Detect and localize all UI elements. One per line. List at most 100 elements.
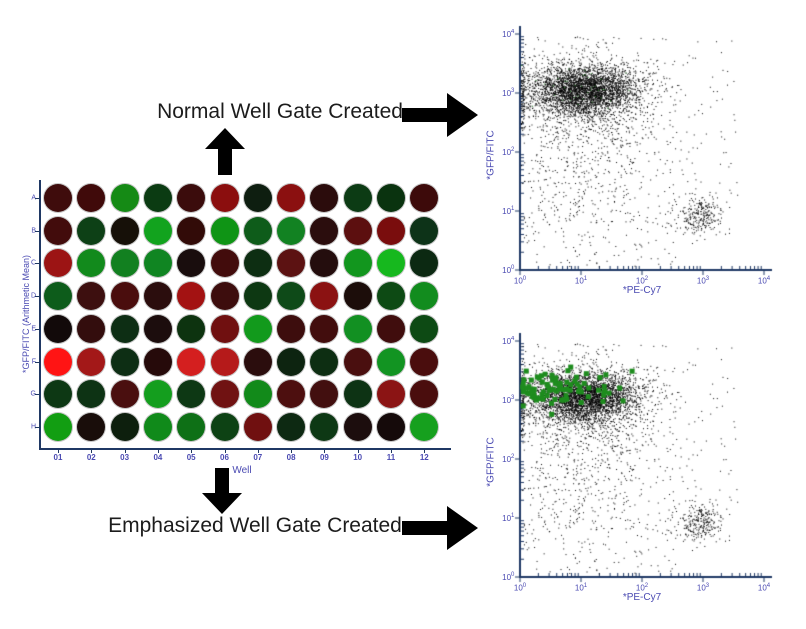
- x-tick-10e4: 104: [757, 583, 771, 593]
- x-tick-10e2: 102: [635, 276, 649, 286]
- well-G12: [410, 380, 439, 409]
- plate-col-label-08: 08: [286, 453, 296, 462]
- plate-col-tick-07: [257, 448, 259, 453]
- well-A05: [177, 184, 206, 212]
- plate-col-tick-09: [324, 448, 326, 453]
- y-tick-10e0: 100: [502, 572, 515, 582]
- well-F11: [377, 347, 405, 376]
- y-tick-10e4: 104: [502, 336, 515, 346]
- well-G05: [177, 380, 206, 409]
- well-B08: [277, 216, 306, 245]
- well-B02: [77, 216, 106, 245]
- plate-col-tick-02: [91, 448, 93, 453]
- well-A01: [44, 184, 72, 212]
- well-A11: [377, 184, 405, 212]
- plate-col-tick-01: [58, 448, 59, 453]
- well-F12: [410, 347, 439, 376]
- well-E04: [143, 314, 172, 343]
- right-arrow-bottom: [402, 506, 478, 550]
- well-H12: [410, 412, 439, 441]
- well-A10: [343, 184, 372, 212]
- well-D07: [243, 282, 272, 311]
- x-tick-10e2: 102: [635, 583, 649, 593]
- well-plate-panel: *GFP/FITC (Arithmetic Mean) A B C D E F G H 01 02…: [18, 178, 478, 478]
- x-tick-10e0: 100: [513, 276, 527, 286]
- plate-row-tick-D: [35, 296, 39, 298]
- y-tick-10e3: 103: [502, 395, 515, 405]
- right-arrow-bottom-shape: [402, 506, 478, 550]
- plate-row-label-D: D: [30, 292, 36, 300]
- well-E11: [377, 314, 405, 343]
- plate-row-label-F: F: [31, 358, 36, 365]
- well-A08: [277, 184, 306, 212]
- y-tick-10e4: 104: [502, 29, 515, 39]
- plate-row-tick-C: [35, 263, 39, 265]
- plate-col-tick-03: [124, 448, 126, 453]
- plate-col-label-09: 09: [319, 453, 329, 462]
- well-A09: [310, 184, 339, 212]
- scatter-emphasized-y-axis-label: *GFP/FITC: [485, 437, 497, 487]
- well-G02: [77, 380, 106, 409]
- well-G06: [210, 380, 239, 409]
- well-F04: [143, 347, 172, 376]
- well-D12: [410, 282, 439, 311]
- plate-row-label-C: C: [30, 259, 36, 267]
- x-tick-10e3: 103: [696, 583, 710, 593]
- plate-col-label-11: 11: [386, 453, 396, 462]
- well-A04: [143, 184, 172, 212]
- well-G10: [343, 380, 372, 409]
- well-A12: [410, 184, 439, 212]
- plate-row-tick-A: [35, 198, 39, 199]
- well-B11: [377, 216, 405, 245]
- well-H08: [277, 412, 306, 441]
- plate-col-label-01: 01: [53, 453, 63, 462]
- scatter-emphasized-canvas: [485, 318, 806, 629]
- x-tick-10e3: 103: [696, 276, 710, 286]
- well-E12: [410, 314, 439, 343]
- plate-y-axis-label: *GFP/FITC (Arithmetic Mean): [21, 254, 31, 374]
- plate-y-axis: [39, 180, 41, 450]
- well-H07: [243, 412, 272, 441]
- well-D04: [143, 282, 172, 311]
- well-E01: [44, 314, 72, 343]
- well-C03: [110, 249, 139, 278]
- normal-gate-label: Normal Well Gate Created: [157, 100, 403, 123]
- plate-row-tick-B: [35, 230, 39, 232]
- emphasized-gate-label: Emphasized Well Gate Created: [108, 514, 402, 537]
- well-D02: [77, 282, 106, 311]
- plate-row-label-E: E: [31, 325, 36, 333]
- well-H02: [77, 412, 106, 441]
- well-E06: [210, 314, 239, 343]
- plate-row-label-H: H: [30, 423, 36, 431]
- plate-col-tick-08: [291, 448, 293, 453]
- well-G04: [143, 380, 172, 409]
- well-D03: [110, 282, 139, 311]
- well-F09: [310, 347, 339, 376]
- well-H06: [210, 412, 239, 441]
- right-arrow-top: [402, 93, 478, 137]
- plate-col-label-10: 10: [353, 453, 363, 462]
- scatter-emphasized-panel: 100 100 101 101 102 102 103 103 104 104 *GFP/FITC…: [485, 318, 806, 629]
- well-F01: [44, 347, 72, 376]
- well-F05: [177, 347, 206, 376]
- y-tick-10e2: 102: [502, 147, 515, 157]
- plate-row-tick-H: [35, 426, 39, 428]
- plate-col-tick-12: [424, 448, 426, 453]
- well-G09: [310, 380, 339, 409]
- x-tick-10e4: 104: [757, 276, 771, 286]
- plate-row-tick-E: [35, 328, 39, 330]
- well-C06: [210, 249, 239, 278]
- well-G11: [377, 380, 405, 409]
- well-B01: [44, 216, 72, 245]
- plate-col-tick-11: [391, 448, 392, 453]
- y-tick-10e1: 101: [502, 513, 515, 523]
- well-C02: [77, 249, 106, 278]
- well-E10: [343, 314, 372, 343]
- well-E05: [177, 314, 206, 343]
- well-E08: [277, 314, 306, 343]
- well-F10: [343, 347, 372, 376]
- well-H09: [310, 412, 339, 441]
- plate-row-label-G: G: [30, 390, 36, 398]
- well-C10: [343, 249, 372, 278]
